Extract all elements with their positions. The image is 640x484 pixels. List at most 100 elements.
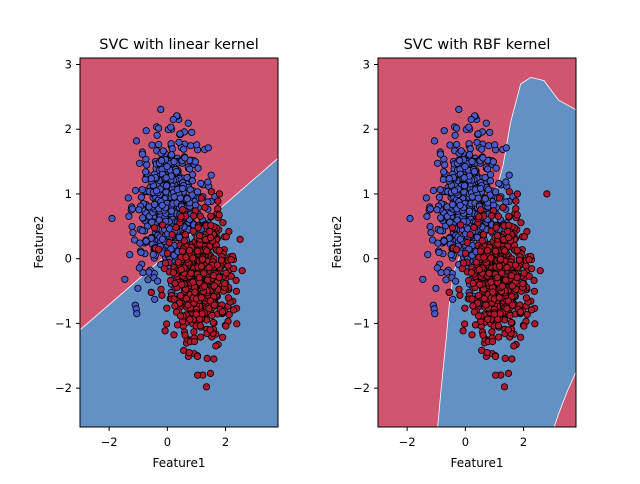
scatter-point-blue: [128, 205, 136, 213]
scatter-point-red: [232, 287, 240, 295]
scatter-point-blue: [157, 105, 165, 114]
scatter-point-red: [189, 227, 197, 235]
subplot-linear: −2 0 2 −2 −1 0 1 2 3 SVC with linear kernel Feat…: [32, 37, 279, 470]
scatter-point-red: [176, 312, 185, 320]
scatter-point-red: [227, 272, 235, 280]
scatter-point-blue: [147, 175, 155, 183]
scatter-point-red: [505, 188, 513, 196]
scatter-point-red: [485, 269, 493, 277]
scatter-point-red: [479, 231, 488, 239]
chart-title: SVC with RBF kernel: [404, 37, 551, 53]
scatter-point-red: [176, 291, 185, 300]
scatter-point-blue: [126, 251, 134, 259]
scatter-point-red: [214, 205, 222, 213]
scatter-point-red: [504, 326, 512, 334]
y-tick-label: 0: [65, 252, 72, 266]
scatter-point-blue: [194, 188, 202, 196]
scatter-point-red: [219, 333, 227, 341]
scatter-point-blue: [486, 128, 494, 136]
scatter-point-red: [206, 227, 214, 236]
scatter-points: [108, 105, 246, 391]
scatter-point-red: [467, 269, 475, 277]
scatter-point-red: [525, 272, 533, 280]
scatter-point-red: [158, 291, 166, 299]
scatter-point-red: [493, 232, 502, 240]
scatter-point-blue: [428, 236, 437, 244]
scatter-point-blue: [136, 159, 144, 167]
scatter-point-red: [206, 326, 214, 334]
scatter-point-red: [461, 304, 469, 312]
scatter-point-red: [189, 278, 197, 286]
scatter-point-blue: [158, 235, 166, 243]
scatter-point-blue: [436, 186, 444, 194]
scatter-point-red: [495, 333, 503, 341]
scatter-point-blue: [446, 218, 454, 226]
scatter-point-blue: [491, 141, 499, 149]
scatter-point-red: [190, 212, 198, 220]
scatter-point-red: [474, 312, 483, 320]
scatter-point-red: [187, 269, 195, 277]
scatter-point-red: [194, 224, 202, 232]
scatter-point-red: [483, 348, 491, 357]
scatter-point-red: [222, 322, 230, 330]
scatter-point-red: [182, 253, 190, 261]
scatter-point-red: [169, 269, 177, 277]
scatter-point-red: [171, 302, 179, 310]
scatter-point-red: [195, 273, 203, 282]
y-tick-label: 0: [363, 252, 370, 266]
scatter-point-red: [196, 322, 204, 330]
scatter-point-red: [199, 255, 207, 263]
scatter-point-blue: [170, 158, 178, 166]
scatter-point-red: [519, 279, 527, 288]
scatter-point-red: [170, 295, 178, 303]
scatter-point-red: [477, 206, 485, 214]
scatter-point-red: [227, 256, 235, 264]
scatter-point-blue: [466, 145, 474, 153]
scatter-point-red: [190, 337, 199, 346]
scatter-point-red: [205, 264, 213, 272]
scatter-point-red: [456, 291, 464, 299]
scatter-point-blue: [139, 268, 147, 277]
scatter-point-red: [159, 221, 167, 229]
scatter-point-red: [456, 221, 465, 229]
scatter-point-red: [200, 282, 208, 290]
scatter-point-blue: [188, 128, 196, 136]
scatter-point-red: [206, 369, 215, 377]
scatter-point-red: [466, 231, 474, 239]
scatter-point-red: [483, 246, 492, 255]
scatter-point-red: [203, 247, 211, 255]
scatter-point-red: [202, 383, 211, 391]
scatter-point-blue: [183, 173, 191, 182]
scatter-point-red: [488, 337, 497, 346]
scatter-point-red: [508, 301, 517, 309]
y-tick-label: 1: [65, 187, 72, 201]
scatter-point-red: [168, 231, 176, 239]
scatter-point-blue: [424, 251, 432, 259]
scatter-point-red: [222, 269, 230, 277]
scatter-point-red: [504, 227, 512, 236]
scatter-point-red: [475, 265, 483, 274]
axes-frame: −2 0 2 −2 −1 0 1 2 3: [55, 57, 279, 449]
scatter-point-blue: [436, 150, 445, 158]
scatter-point-blue: [492, 164, 500, 172]
scatter-point-red: [460, 320, 469, 328]
scatter-point-blue: [502, 198, 510, 206]
scatter-point-red: [179, 206, 187, 214]
scatter-point-red: [494, 322, 502, 330]
scatter-point-red: [491, 247, 500, 255]
scatter-point-red: [503, 264, 511, 272]
scatter-point-blue: [426, 205, 434, 213]
scatter-point-red: [178, 280, 186, 289]
scatter-point-red: [543, 190, 551, 198]
scatter-point-blue: [450, 187, 459, 195]
scatter-point-blue: [419, 275, 427, 283]
scatter-point-red: [469, 279, 477, 287]
scatter-point-blue: [163, 182, 171, 190]
scatter-point-red: [490, 310, 498, 318]
y-tick-label: 3: [363, 57, 370, 71]
scatter-point-blue: [153, 187, 161, 195]
scatter-point-red: [238, 267, 246, 275]
scatter-point-blue: [429, 186, 438, 195]
y-tick-label: −2: [55, 381, 72, 395]
scatter-point-blue: [474, 194, 482, 202]
